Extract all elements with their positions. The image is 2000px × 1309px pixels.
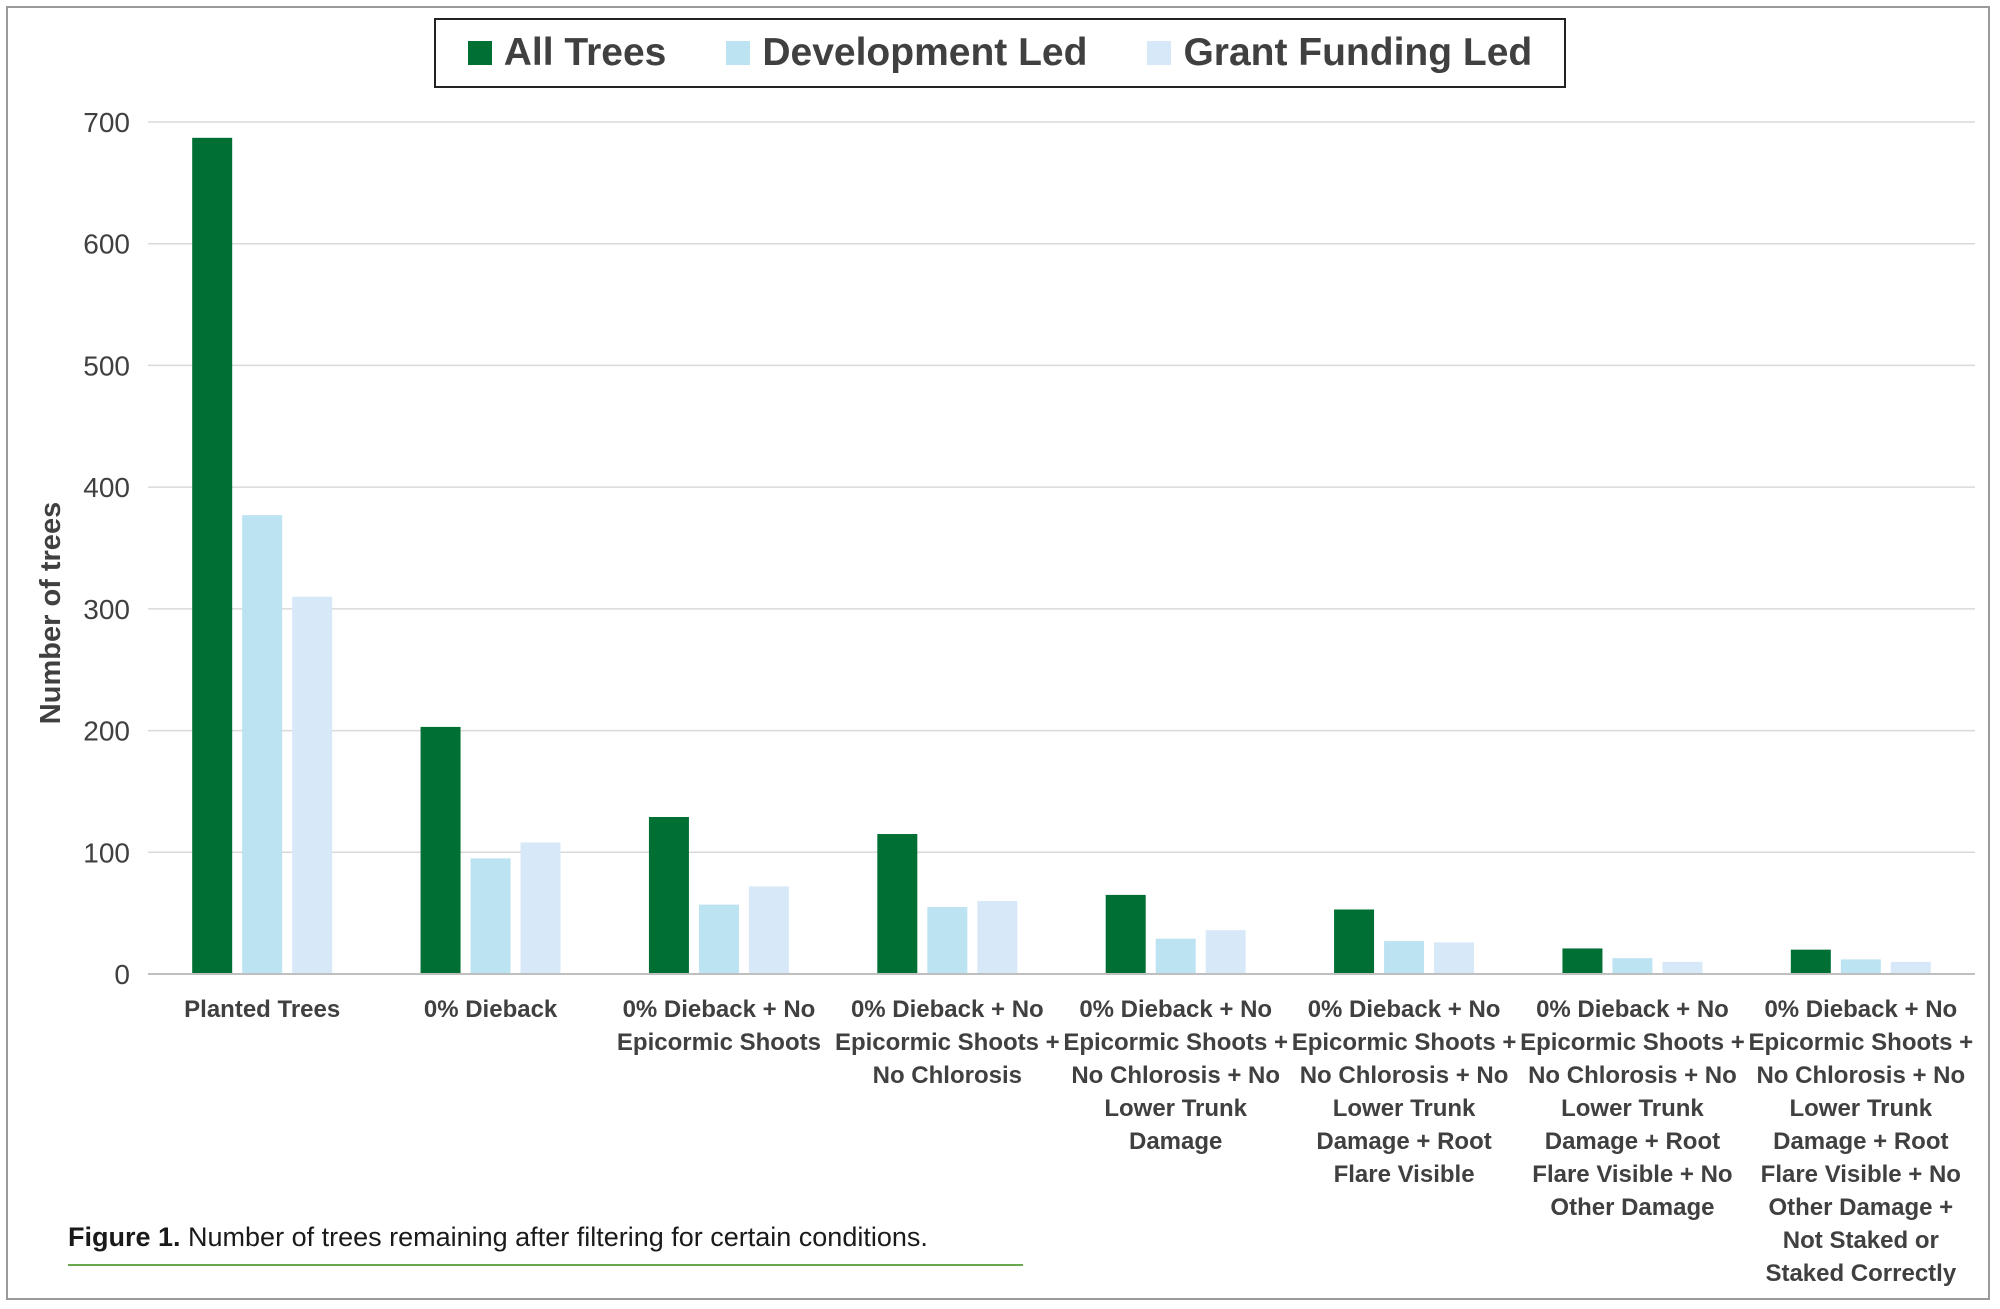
bar-all-trees-5	[1334, 909, 1375, 974]
x-category-label: 0% Dieback + No Epicormic Shoots + No Chlo…	[1518, 993, 1746, 1224]
bar-grant-funding-led-6	[1662, 961, 1703, 974]
x-category-line: 0% Dieback + No	[1307, 996, 1501, 1023]
x-category-line: No Chlorosis + No	[1299, 1062, 1509, 1089]
bar-development-led-2	[698, 904, 739, 974]
x-category-line: Staked Correctly	[1765, 1260, 1957, 1287]
x-category-line: Damage + Root	[1773, 1128, 1949, 1155]
y-tick-label: 200	[83, 716, 130, 747]
figure-frame	[6, 6, 1990, 1300]
bar-development-led-5	[1384, 941, 1425, 974]
bar-development-led-3	[927, 907, 968, 974]
y-tick-label: 300	[83, 594, 130, 625]
bar-development-led-7	[1840, 959, 1881, 974]
legend-swatch-grant-funding-led	[1147, 41, 1172, 65]
bar-grant-funding-led-7	[1890, 961, 1931, 974]
x-category-line: Epicormic Shoots	[616, 1029, 821, 1056]
chart-legend: All Trees Development Led Grant Funding …	[434, 18, 1566, 88]
x-category-line: Lower Trunk	[1789, 1095, 1933, 1122]
x-category-line: 0% Dieback + No	[850, 996, 1044, 1023]
y-tick-label: 0	[114, 959, 130, 990]
x-category-line: Epicormic Shoots +	[1520, 1029, 1745, 1056]
x-category-line: Planted Trees	[184, 996, 341, 1023]
caption-underline	[68, 1264, 1023, 1266]
x-category-line: No Chlorosis + No	[1756, 1062, 1966, 1089]
x-category-line: 0% Dieback + No	[622, 996, 816, 1023]
bar-all-trees-3	[877, 834, 918, 974]
x-category-line: Damage	[1129, 1128, 1223, 1155]
bar-development-led-6	[1612, 958, 1653, 974]
bars	[192, 137, 1931, 974]
x-category-line: No Chlorosis	[872, 1062, 1022, 1089]
bar-grant-funding-led-4	[1205, 930, 1246, 974]
bar-grant-funding-led-0	[292, 596, 333, 974]
x-category-line: No Chlorosis + No	[1071, 1062, 1281, 1089]
caption-text: Number of trees remaining after filterin…	[180, 1222, 928, 1252]
bar-all-trees-7	[1790, 949, 1831, 974]
x-category-line: Damage + Root	[1316, 1128, 1492, 1155]
x-category-label: 0% Dieback + No Epicormic Shoots + No Chlo…	[1062, 993, 1290, 1158]
bar-all-trees-6	[1562, 948, 1603, 974]
y-tick-label: 400	[83, 472, 130, 503]
figure-caption: Figure 1. Number of trees remaining afte…	[68, 1222, 928, 1253]
x-category-label: 0% Dieback + No Epicormic Shoots + No Chlo…	[1747, 993, 1975, 1290]
legend-swatch-all-trees	[467, 41, 492, 65]
bar-all-trees-2	[648, 816, 689, 974]
x-category-label: 0% Dieback + No Epicormic Shoots + No Chlo…	[833, 993, 1061, 1092]
legend-label-development-led: Development Led	[762, 31, 1088, 74]
legend-item-all-trees: All Trees	[467, 31, 667, 75]
bar-development-led-1	[470, 858, 511, 974]
x-category-line: No Chlorosis + No	[1528, 1062, 1737, 1089]
x-category-line: Flare Visible + No	[1532, 1161, 1733, 1188]
x-category-line: Epicormic Shoots +	[1291, 1029, 1517, 1056]
x-category-line: Flare Visible	[1333, 1161, 1475, 1188]
bar-development-led-0	[242, 515, 283, 974]
x-category-line: Epicormic Shoots +	[834, 1029, 1060, 1056]
bar-grant-funding-led-1	[520, 842, 561, 974]
x-category-line: Epicormic Shoots +	[1063, 1029, 1289, 1056]
bar-grant-funding-led-2	[748, 886, 789, 974]
y-tick-label: 600	[83, 229, 130, 260]
x-category-line: 0% Dieback	[423, 996, 558, 1023]
y-tick-label: 700	[83, 107, 130, 138]
y-axis-label: Number of trees	[35, 502, 67, 724]
x-category-label: Planted Trees	[148, 993, 376, 1026]
bar-development-led-4	[1155, 938, 1196, 974]
x-category-label: 0% Dieback + No Epicormic Shoots + No Chlo…	[1290, 993, 1518, 1191]
x-category-line: Damage + Root	[1544, 1128, 1721, 1155]
legend-label-all-trees: All Trees	[503, 31, 667, 74]
x-category-line: Lower Trunk	[1561, 1095, 1704, 1122]
caption-label: Figure 1.	[68, 1222, 181, 1252]
x-category-line: 0% Dieback + No	[1079, 996, 1273, 1023]
y-tick-label: 100	[83, 837, 130, 868]
x-category-line: Lower Trunk	[1332, 1095, 1476, 1122]
legend-item-development-led: Development Led	[726, 31, 1087, 75]
x-category-line: 0% Dieback + No	[1764, 996, 1958, 1023]
bar-grant-funding-led-3	[977, 900, 1018, 974]
y-tick-label: 500	[83, 350, 130, 381]
x-category-line: Not Staked or	[1782, 1227, 1939, 1254]
bar-all-trees-0	[192, 137, 233, 974]
legend-swatch-development-led	[726, 41, 751, 65]
bar-all-trees-1	[420, 726, 461, 974]
x-category-line: Other Damage	[1550, 1194, 1715, 1221]
y-axis-ticks: 0 100 200 300 400 500 600 700	[83, 107, 130, 990]
bar-all-trees-4	[1105, 894, 1146, 974]
x-category-label: 0% Dieback	[376, 993, 604, 1026]
x-category-line: Other Damage +	[1768, 1194, 1954, 1221]
x-category-label: 0% Dieback + No Epicormic Shoots	[605, 993, 833, 1059]
x-category-line: Epicormic Shoots +	[1748, 1029, 1974, 1056]
x-category-line: 0% Dieback + No	[1536, 996, 1729, 1023]
bar-grant-funding-led-5	[1434, 942, 1475, 974]
legend-label-grant-funding-led: Grant Funding Led	[1183, 31, 1533, 74]
legend-item-grant-funding-led: Grant Funding Led	[1147, 31, 1532, 75]
x-category-line: Lower Trunk	[1104, 1095, 1248, 1122]
x-category-line: Flare Visible + No	[1760, 1161, 1961, 1188]
